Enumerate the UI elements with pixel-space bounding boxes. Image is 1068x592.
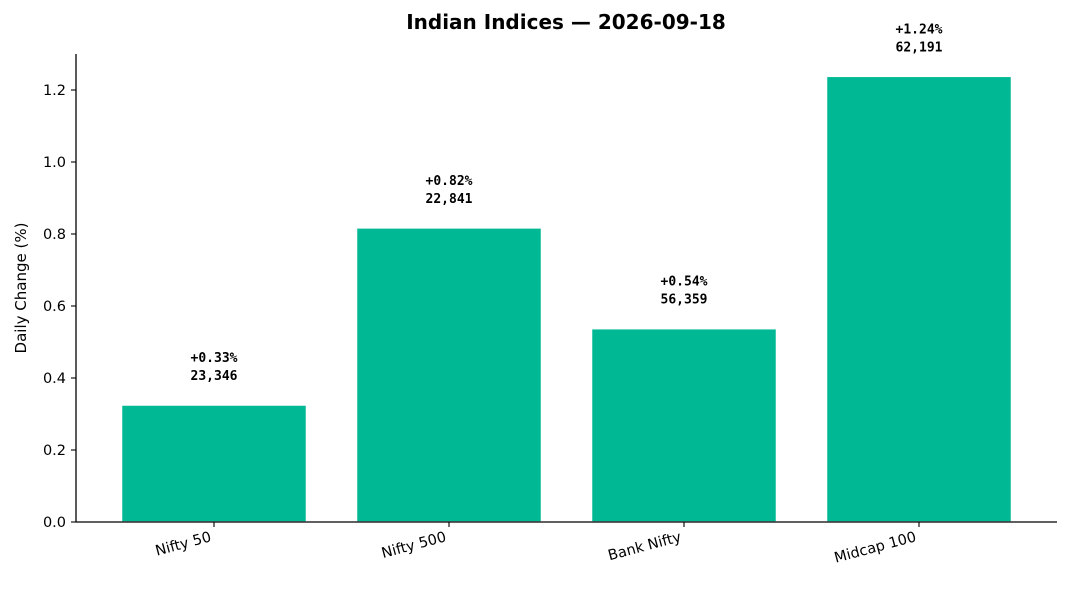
plot-area: 0.0 0.2 0.4 0.6 0.8 1.0 1.2 Nifty 50 Nifty 500 Ba… [43, 22, 1057, 567]
y-tick-label: 1.2 [43, 83, 66, 99]
bar-1 [355, 227, 543, 523]
y-tick-label: 1.0 [43, 155, 66, 171]
y-axis-label: Daily Change (%) [12, 223, 30, 354]
x-tick-label: Nifty 50 [154, 529, 213, 559]
data-label-change: +0.33% [191, 351, 238, 366]
data-label-level: 23,346 [191, 369, 238, 384]
y-tick-label: 0.0 [43, 515, 66, 531]
data-label-level: 56,359 [661, 293, 708, 308]
x-tick-label: Nifty 500 [380, 529, 448, 562]
bar-0 [120, 404, 308, 523]
data-label-change: +0.82% [426, 174, 473, 189]
chart-title: Indian Indices — 2026-09-18 [406, 10, 726, 34]
bar-3 [825, 75, 1013, 523]
y-tick-label: 0.6 [43, 299, 66, 315]
data-label-level: 62,191 [896, 40, 943, 55]
y-tick-label: 0.4 [43, 371, 66, 387]
data-label-level: 22,841 [426, 192, 473, 207]
x-tick-label: Bank Nifty [606, 529, 683, 564]
y-tick-label: 0.8 [43, 227, 66, 243]
data-label-change: +0.54% [661, 275, 708, 290]
bar-2 [590, 327, 778, 523]
y-tick-label: 0.2 [43, 443, 66, 459]
x-tick-label: Midcap 100 [833, 529, 918, 566]
data-label-change: +1.24% [896, 22, 943, 37]
